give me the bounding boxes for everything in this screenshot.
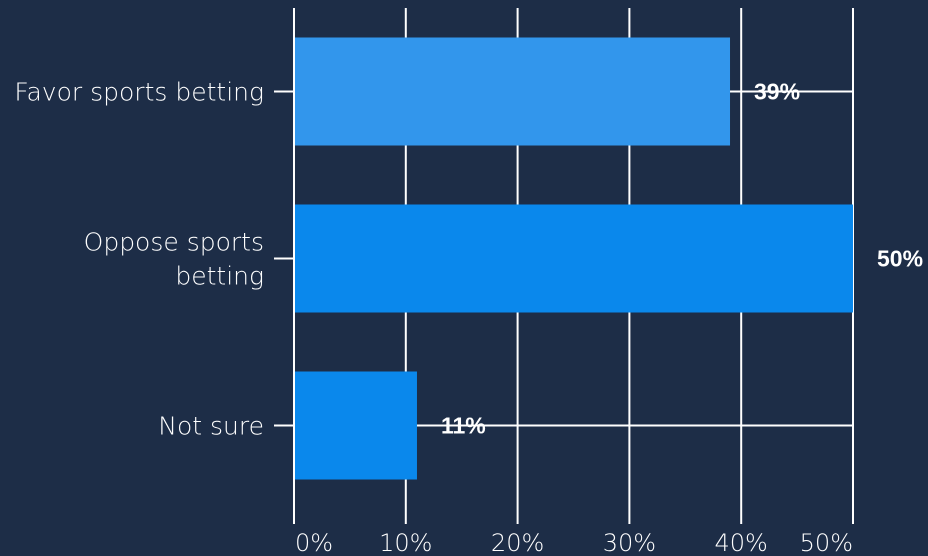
category-label-line: Favor sports betting: [14, 78, 264, 107]
axes: [274, 8, 854, 524]
category-label-0: Favor sports betting: [14, 78, 264, 107]
category-label-line: Oppose sports: [84, 228, 264, 257]
category-label-line: Not sure: [158, 412, 264, 441]
labels: Favor sports betting 39% Oppose sports bett…: [14, 78, 923, 556]
x-tick-label-2: 20%: [491, 529, 544, 556]
category-label-line: betting: [175, 262, 264, 291]
bar-1: [294, 204, 853, 313]
category-label-1: Oppose sports betting: [84, 228, 264, 291]
bars: [294, 37, 853, 480]
bar-2: [294, 371, 417, 480]
data-label-0: 39%: [754, 79, 800, 105]
data-label-2: 11%: [441, 413, 486, 439]
category-label-2: Not sure: [158, 412, 264, 441]
x-tick-label-5: 50%: [800, 529, 853, 556]
bar-0: [294, 37, 731, 146]
x-tick-label-3: 30%: [603, 529, 656, 556]
x-tick-label-1: 10%: [379, 529, 432, 556]
x-tick-label-4: 40%: [715, 529, 768, 556]
data-label-1: 50%: [877, 246, 923, 272]
x-tick-label-0: 0%: [295, 529, 333, 556]
